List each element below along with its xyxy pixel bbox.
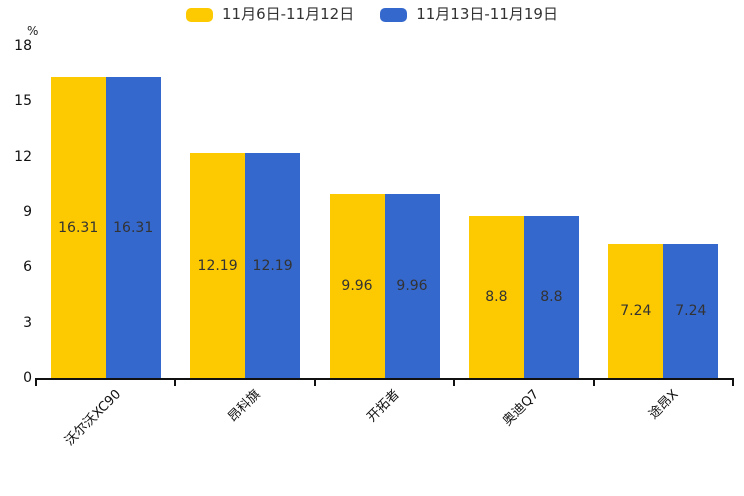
- bar-value-label: 9.96: [396, 278, 428, 295]
- bar-value-label: 7.24: [620, 303, 652, 320]
- x-axis-line: [36, 378, 733, 380]
- y-tick-label: 3: [23, 314, 32, 331]
- x-axis-tick: [592, 378, 595, 386]
- bar-value-label: 8.8: [485, 288, 508, 305]
- legend-label: 11月6日-11月12日: [222, 5, 355, 23]
- x-category-label: 开拓者: [364, 387, 404, 426]
- bar-value-label: 8.8: [540, 288, 563, 305]
- bar-series-2-奥迪Q7: [523, 215, 579, 378]
- bar-series-1-途昂X: [608, 244, 664, 378]
- x-axis-tick: [453, 378, 456, 386]
- x-axis-tick: [313, 378, 316, 386]
- bar-value-label: 12.19: [197, 257, 238, 274]
- x-axis-tick: [174, 378, 177, 386]
- legend-item-series-2[interactable]: 11月13日-11月19日: [380, 7, 558, 22]
- legend-label: 11月13日-11月19日: [416, 5, 558, 23]
- bar-series-2-沃尔沃XC90: [105, 77, 161, 378]
- x-category-label: 奥迪Q7: [500, 387, 543, 430]
- y-tick-label: 0: [23, 370, 32, 386]
- x-category-label: 途昂X: [646, 387, 682, 423]
- y-tick-label: 15: [14, 93, 32, 110]
- y-tick-label: 9: [23, 204, 32, 220]
- legend-swatch-icon: [380, 7, 408, 22]
- bar-series-1-开拓者: [329, 194, 385, 378]
- bar-series-2-昂科旗: [245, 153, 301, 378]
- bar-series-1-奥迪Q7: [468, 215, 524, 378]
- x-category-label: 昂科旗: [225, 387, 264, 426]
- bar-series-2-途昂X: [663, 244, 719, 378]
- y-tick-label: 6: [23, 259, 32, 276]
- y-axis-unit-label: %: [27, 24, 39, 38]
- bar-value-label: 12.19: [252, 257, 293, 274]
- bar-value-label: 16.31: [58, 219, 99, 236]
- bar-value-label: 9.96: [341, 278, 373, 295]
- bar-value-label: 7.24: [675, 303, 707, 320]
- bar-series-1-沃尔沃XC90: [50, 77, 106, 378]
- x-category-label: 沃尔沃XC90: [62, 387, 125, 449]
- bar-series-1-昂科旗: [190, 153, 246, 378]
- x-axis-tick: [35, 378, 37, 386]
- bar-value-label: 16.31: [113, 219, 154, 236]
- y-tick-label: 18: [14, 38, 32, 54]
- bar-series-2-开拓者: [384, 194, 440, 378]
- x-axis-tick: [732, 378, 734, 386]
- y-tick-label: 12: [14, 148, 32, 165]
- chart-legend: 11月6日-11月12日 11月13日-11月19日: [0, 7, 744, 22]
- legend-swatch-icon: [186, 7, 213, 22]
- legend-item-series-1[interactable]: 11月6日-11月12日: [186, 7, 354, 22]
